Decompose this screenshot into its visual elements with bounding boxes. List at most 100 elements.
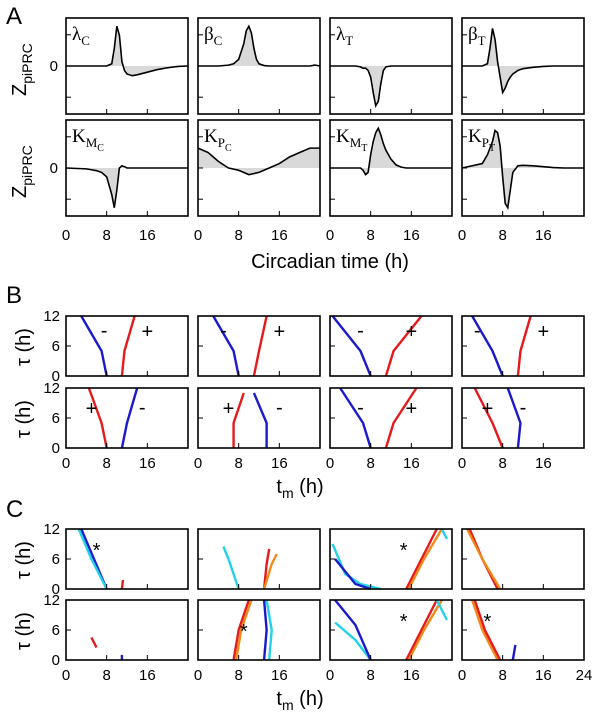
- subplot-frame: [329, 387, 453, 449]
- tau-line-orange: [407, 528, 443, 590]
- y-tick-label: 12: [43, 521, 60, 538]
- subplot-frame: [329, 599, 453, 661]
- x-tick-label: 8: [234, 667, 242, 684]
- y-tick-label: 12: [43, 308, 60, 325]
- tau-line-cyan: [435, 599, 448, 621]
- x-tick-label: 16: [403, 227, 420, 244]
- subplot-frame: [65, 599, 189, 661]
- tau-line-orange: [262, 553, 278, 590]
- x-tick-label: 0: [326, 227, 334, 244]
- y-tick-label: 6: [52, 551, 60, 568]
- tau-line-red: [516, 315, 532, 377]
- star-marker: *: [400, 611, 408, 633]
- tau-line-blue: [212, 315, 240, 377]
- panel-c-subplot: 0 6 12 0 8 16: [43, 592, 189, 684]
- x-tick-label: 0: [458, 455, 466, 472]
- y-tick-label: 0: [52, 581, 60, 598]
- tau-line-cyan: [77, 528, 108, 590]
- y-tick-label: 12: [43, 380, 60, 397]
- panel-letter-c: C: [6, 496, 23, 523]
- plus-marker: +: [405, 398, 417, 420]
- tau-line-red: [120, 315, 136, 377]
- tau-line-blue: [511, 644, 517, 661]
- tau-line-red: [405, 599, 438, 661]
- subplot-label: KPC: [204, 126, 232, 154]
- tau-line-orange: [466, 528, 502, 590]
- star-marker: *: [240, 621, 248, 643]
- y-tick-label: 12: [43, 592, 60, 609]
- tau-line-cyan: [334, 621, 372, 661]
- x-tick-label: 0: [326, 455, 334, 472]
- y-tick-label: 0: [50, 160, 58, 177]
- tau-line-red: [384, 387, 418, 449]
- y-tick-label: 6: [52, 622, 60, 639]
- star-marker: *: [400, 540, 408, 562]
- x-tick-label: 16: [271, 227, 288, 244]
- x-tick-label: 8: [366, 667, 374, 684]
- panel-b-subplot: + - 0 6 12: [43, 308, 189, 385]
- tau-line-blue: [334, 599, 372, 661]
- y-tick-label: 0: [50, 58, 58, 75]
- x-tick-label: 0: [194, 667, 202, 684]
- panel-a-subplot: βC: [197, 17, 321, 115]
- prc-curve: [330, 126, 452, 176]
- tau-line-blue: [262, 599, 268, 661]
- subplot-frame: [329, 315, 453, 377]
- panel-a-subplot: βT: [461, 17, 585, 115]
- x-tick-label: 16: [271, 667, 288, 684]
- plus-marker: +: [405, 321, 417, 343]
- plus-marker: +: [223, 398, 235, 420]
- panel-a-subplot: 0 8 16 KPT: [458, 119, 585, 244]
- prc-curve: [65, 164, 188, 208]
- panel-b-subplot: +-: [461, 315, 585, 377]
- subplot-frame: [197, 387, 321, 449]
- minus-marker: -: [357, 397, 364, 419]
- minus-marker: -: [474, 320, 481, 342]
- x-tick-label: 8: [498, 227, 506, 244]
- tau-line-orange: [407, 599, 443, 661]
- x-tick-label: 16: [139, 227, 156, 244]
- x-tick-label: 8: [366, 455, 374, 472]
- y-tick-label: 6: [52, 338, 60, 355]
- panel-c-subplot: [461, 528, 585, 590]
- plus-marker: +: [273, 321, 285, 343]
- tau-line-red: [87, 387, 108, 449]
- tau-line-red: [473, 599, 502, 661]
- plus-marker: +: [86, 398, 98, 420]
- y-axis-label: ZpiPRC: [9, 43, 35, 96]
- plus-marker: +: [141, 321, 153, 343]
- panel-a-subplot: 0 8 16 KPC: [194, 119, 321, 244]
- y-tick-label: 0: [52, 652, 60, 669]
- tau-line-blue: [339, 387, 372, 449]
- subplot-label: KPT: [468, 126, 495, 154]
- x-tick-label: 8: [366, 227, 374, 244]
- x-tick-label: 16: [139, 455, 156, 472]
- panel-b-subplot: + - 0 8 16: [458, 387, 585, 472]
- tau-line-red: [473, 387, 504, 449]
- panel-c-subplot: * 0 6 12: [43, 521, 189, 598]
- panel-a-subplot: 0 0 8 16 KMC: [50, 119, 189, 244]
- tau-line-red: [120, 579, 125, 590]
- x-tick-label: 0: [62, 227, 70, 244]
- y-axis-label: τ (h): [13, 328, 35, 366]
- tau-line-blue: [120, 387, 139, 449]
- tau-line-blue: [471, 315, 504, 377]
- subplot-frame: [329, 528, 453, 590]
- x-tick-label: 0: [326, 667, 334, 684]
- subplot-label: λT: [336, 24, 353, 48]
- tau-line-red: [384, 315, 423, 377]
- panel-b-subplot: + - 0 8 16: [326, 387, 453, 472]
- prc-area: [462, 130, 584, 208]
- panel-a-subplot: 0 8 16 KMT: [326, 119, 453, 244]
- tau-line-blue: [80, 315, 108, 377]
- tau-line-orange: [234, 599, 253, 661]
- tau-line-red: [90, 636, 98, 649]
- tau-line-red: [252, 315, 268, 377]
- subplot-frame: [65, 387, 189, 449]
- subplot-label: βC: [204, 24, 222, 48]
- panel-b-subplot: +-: [197, 315, 321, 377]
- y-tick-label: 0: [52, 368, 60, 385]
- panel-c-subplot: *: [329, 528, 453, 591]
- x-axis-label: Circadian time (h): [251, 251, 409, 273]
